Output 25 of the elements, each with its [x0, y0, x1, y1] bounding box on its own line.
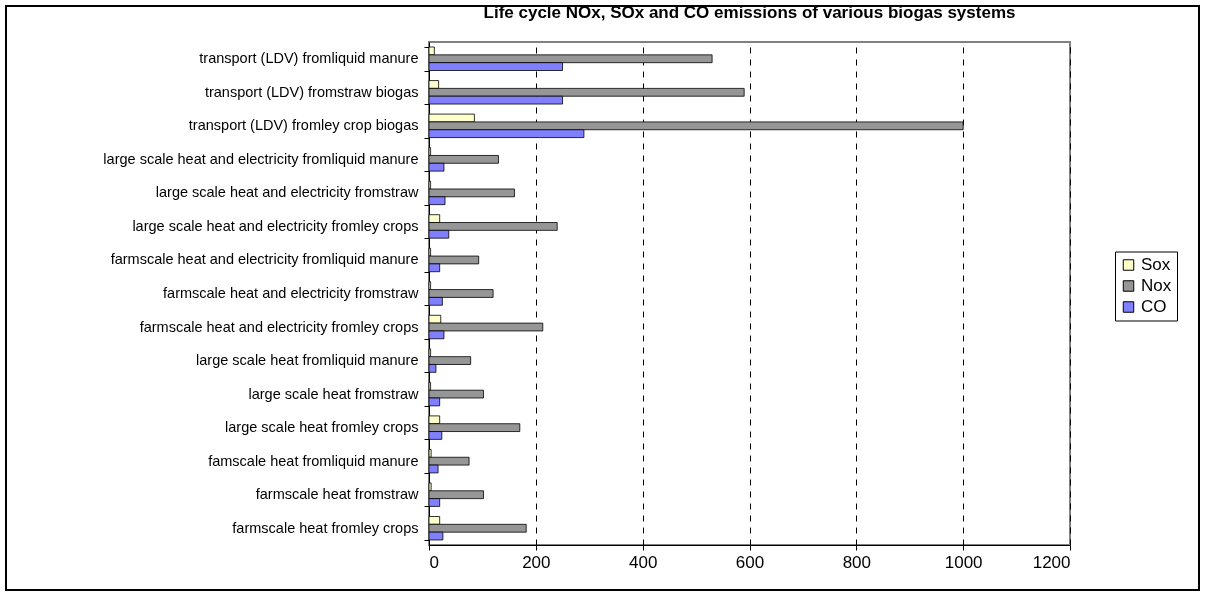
x-tick-label: 1200	[1032, 552, 1071, 572]
y-tick-label: farmscale heat fromley crops	[232, 519, 419, 536]
y-tick-label: large scale heat fromstraw	[248, 385, 420, 402]
y-tick-label: transport (LDV) fromstraw biogas	[204, 83, 419, 100]
y-tick-label: large scale heat and electricity fromley crops	[132, 217, 419, 234]
x-tick-label: 200	[522, 552, 551, 572]
y-tick-label: farmscale heat fromstraw	[255, 486, 420, 503]
y-tick-label: large scale heat fromley crops	[225, 419, 419, 436]
y-tick-label: transport (LDV) fromliquid manure	[199, 50, 419, 67]
y-tick-label: farmscale heat and electricity fromstraw	[163, 285, 420, 301]
x-tick-label: 0	[429, 552, 439, 572]
x-tick-label: 600	[735, 552, 765, 572]
y-tick-label: farmscale heat and electricity fromley crops	[139, 318, 419, 335]
y-tick-label: farmscale heat and electricity fromliquid manure	[110, 251, 419, 268]
legend-label: Sox	[1141, 255, 1171, 274]
legend-label: CO	[1141, 297, 1167, 316]
legend-label: Nox	[1141, 276, 1172, 295]
y-tick-label: large scale heat and electricity fromstraw	[155, 184, 420, 201]
x-tick-label: 800	[842, 552, 872, 572]
x-tick-label: 1000	[944, 552, 983, 572]
y-tick-label: large scale heat fromliquid manure	[196, 352, 419, 369]
y-tick-label: large scale heat and electricity fromliquid manure	[103, 150, 419, 167]
x-tick-label: 400	[628, 552, 658, 572]
y-tick-label: famscale heat fromliquid manure	[208, 452, 419, 469]
y-tick-label: transport (LDV) fromley crop biogas	[188, 117, 419, 134]
